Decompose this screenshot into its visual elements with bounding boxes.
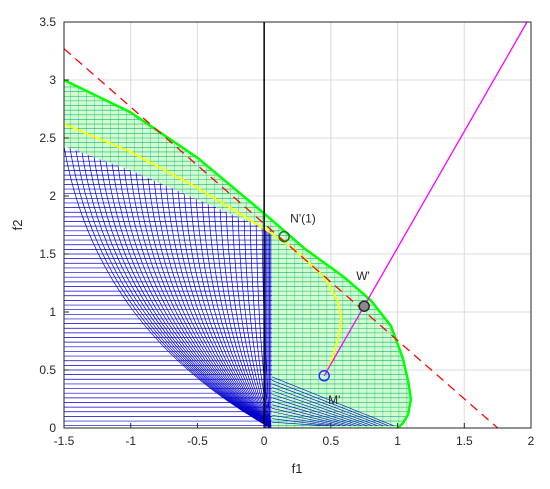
- magenta-line: [323, 22, 528, 377]
- blue-mesh-curve: [153, 180, 272, 428]
- point-marker: [318, 370, 330, 382]
- data-layer: [64, 22, 528, 428]
- point-marker: [358, 300, 370, 312]
- blue-mesh-line: [272, 414, 335, 426]
- x-tick-label: -1: [125, 434, 136, 448]
- blue-mesh-line: [272, 401, 357, 426]
- x-tick-label: 1.5: [456, 434, 473, 448]
- blue-mesh-curve: [159, 183, 272, 428]
- blue-mesh-curve: [99, 159, 272, 428]
- blue-mesh-line: [272, 418, 330, 426]
- point-label: M': [328, 393, 340, 407]
- blue-mesh-curve: [189, 196, 272, 428]
- y-axis-label: f2: [10, 220, 25, 231]
- blue-mesh-curve: [165, 185, 272, 428]
- blue-mesh-line: [272, 387, 378, 426]
- x-tick-label: -0.5: [187, 434, 208, 448]
- blue-mesh-curve: [105, 161, 272, 428]
- blue-mesh-line: [272, 421, 325, 426]
- blue-mesh-curve: [69, 148, 271, 428]
- y-tick-label: 0: [49, 421, 56, 435]
- annotations: N'(1) W' M': [278, 212, 370, 407]
- blue-mesh-curve: [141, 175, 272, 428]
- y-tick-label: 3: [49, 73, 56, 87]
- blue-mesh-line: [272, 411, 341, 426]
- blue-mesh-curve: [213, 206, 272, 428]
- blue-mesh-line: [272, 380, 389, 426]
- y-tick-label: 0.5: [39, 363, 56, 377]
- blue-mesh-curve: [147, 177, 272, 428]
- blue-mesh-curve: [87, 154, 271, 428]
- x-tick-label: 0.5: [323, 434, 340, 448]
- plot-frame: [63, 21, 532, 429]
- point-marker: [278, 230, 290, 243]
- blue-mesh-curve: [207, 204, 272, 428]
- blue-mesh-curve: [177, 191, 272, 428]
- point-label: W': [356, 269, 370, 283]
- y-tick-label: 2.5: [39, 131, 56, 145]
- blue-mesh-curve: [135, 172, 272, 428]
- x-tick-label: 0: [261, 434, 268, 448]
- blue-mesh-curve: [81, 152, 271, 428]
- blue-mesh-curve: [171, 188, 272, 428]
- blue-mesh-line: [272, 383, 384, 426]
- x-tick-label: 2: [528, 434, 535, 448]
- blue-mesh-curve: [225, 211, 272, 428]
- x-tick-label: 1: [394, 434, 401, 448]
- green-frontier-line: [64, 78, 413, 428]
- blue-mesh-curve: [123, 167, 272, 428]
- blue-mesh-line: [272, 397, 362, 426]
- blue-mesh-curve: [117, 165, 272, 428]
- blue-mesh-curve: [219, 209, 272, 428]
- blue-mesh-curve: [183, 193, 272, 428]
- blue-mesh-curve: [64, 146, 271, 428]
- blue-mesh-line: [272, 394, 367, 426]
- blue-mesh-curve: [75, 150, 271, 428]
- y-tick-label: 3.5: [39, 15, 56, 29]
- y-tick-label: 1: [49, 305, 56, 319]
- y-tick-label: 1.5: [39, 247, 56, 261]
- blue-mesh-curve: [231, 214, 272, 428]
- blue-mesh-curve: [93, 157, 272, 428]
- point-label: N'(1): [290, 212, 316, 226]
- blue-mesh-curve: [111, 163, 272, 428]
- blue-mesh-curve: [201, 201, 272, 428]
- x-axis-label: f1: [292, 461, 303, 476]
- blue-mesh-line: [272, 376, 394, 426]
- blue-mesh-line: [272, 407, 346, 426]
- y-tick-label: 2: [49, 189, 56, 203]
- yellow-curve: [64, 123, 343, 373]
- blue-mesh-curve: [195, 198, 272, 428]
- blue-mesh-curve: [129, 170, 272, 428]
- ticks: -1.5 -1 -0.5 0 0.5 1 1.5 2 0 0.5 1 1.5 2 2.5 3 3.5: [39, 15, 534, 448]
- x-tick-label: -1.5: [54, 434, 75, 448]
- blue-mesh-line: [272, 404, 351, 426]
- blue-mesh-line: [272, 390, 373, 426]
